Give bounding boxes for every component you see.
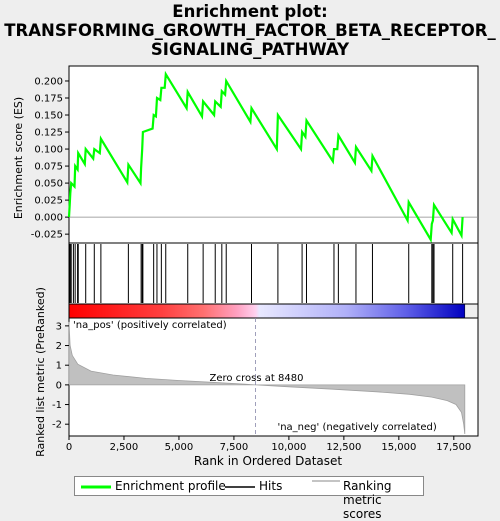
es-y-tick-label: -0.025 bbox=[31, 230, 63, 241]
x-axis-label: Rank in Ordered Dataset bbox=[194, 454, 342, 468]
x-tick-label: 17,500 bbox=[436, 442, 471, 453]
es-y-tick-label: 0.000 bbox=[34, 213, 63, 224]
title-line-1: Enrichment plot: bbox=[172, 2, 328, 21]
rank-bar bbox=[68, 303, 466, 319]
es-y-tick-label: 0.050 bbox=[34, 179, 63, 190]
metric-area bbox=[68, 321, 466, 435]
legend: Enrichment profile Hits Ranking metric s… bbox=[74, 476, 424, 521]
es-y-tick-label: 0.200 bbox=[34, 76, 63, 87]
x-tick-label: 12,500 bbox=[326, 442, 361, 453]
title-line-3: SIGNALING_PATHWAY bbox=[150, 40, 350, 59]
es-y-tick-label: 0.175 bbox=[34, 93, 63, 104]
es-y-axis-label: Enrichment score (ES) bbox=[12, 97, 25, 219]
metric-y-tick-label: -2 bbox=[52, 420, 62, 431]
legend-es-label: Enrichment profile bbox=[115, 479, 226, 493]
chart-title: Enrichment plot: TRANSFORMING_GROWTH_FAC… bbox=[0, 2, 500, 59]
x-tick-label: 7,500 bbox=[220, 442, 249, 453]
x-tick-label: 0 bbox=[66, 442, 72, 453]
metric-y-tick-label: 1 bbox=[56, 361, 62, 372]
metric-plot-area bbox=[68, 317, 479, 437]
x-tick-label: 15,000 bbox=[381, 442, 416, 453]
metric-y-tick-label: 3 bbox=[56, 321, 62, 332]
pos-label: 'na_pos' (positively correlated) bbox=[73, 320, 227, 331]
title-line-2: TRANSFORMING_GROWTH_FACTOR_BETA_RECEPTOR… bbox=[4, 21, 496, 40]
x-tick-label: 2,500 bbox=[110, 442, 139, 453]
metric-y-axis-label: Ranked list metric (PreRanked) bbox=[34, 287, 47, 457]
x-tick-label: 10,000 bbox=[271, 442, 306, 453]
es-y-tick-label: 0.075 bbox=[34, 162, 63, 173]
es-panel: 0.200 0.175 0.150 0.125 0.100 0.075 0.050 0.025… bbox=[31, 65, 479, 244]
metric-panel: Zero cross at 8480 'na_pos' (positively c… bbox=[52, 317, 479, 453]
neg-label: 'na_neg' (negatively correlated) bbox=[277, 422, 436, 433]
legend-hits-label: Hits bbox=[259, 479, 283, 493]
legend-metric-label: Ranking metric scores bbox=[343, 479, 392, 521]
es-plot-area bbox=[68, 65, 479, 244]
es-y-tick-label: 0.100 bbox=[34, 145, 63, 156]
es-y-tick-label: 0.025 bbox=[34, 196, 63, 207]
hits-area bbox=[68, 242, 479, 305]
rank-color-bar bbox=[68, 303, 479, 319]
es-curve bbox=[67, 70, 464, 244]
es-y-tick-label: 0.150 bbox=[34, 111, 63, 122]
metric-y-tick-label: 2 bbox=[56, 341, 62, 352]
hits-panel bbox=[68, 242, 479, 305]
zero-cross-label: Zero cross at 8480 bbox=[209, 373, 303, 384]
es-y-tick-label: 0.125 bbox=[34, 128, 63, 139]
x-tick-label: 5,000 bbox=[165, 442, 194, 453]
enrichment-chart: 0.200 0.175 0.150 0.125 0.100 0.075 0.050 0.025… bbox=[12, 65, 479, 468]
metric-y-tick-label: -1 bbox=[52, 400, 62, 411]
metric-y-tick-label: 0 bbox=[56, 380, 62, 391]
